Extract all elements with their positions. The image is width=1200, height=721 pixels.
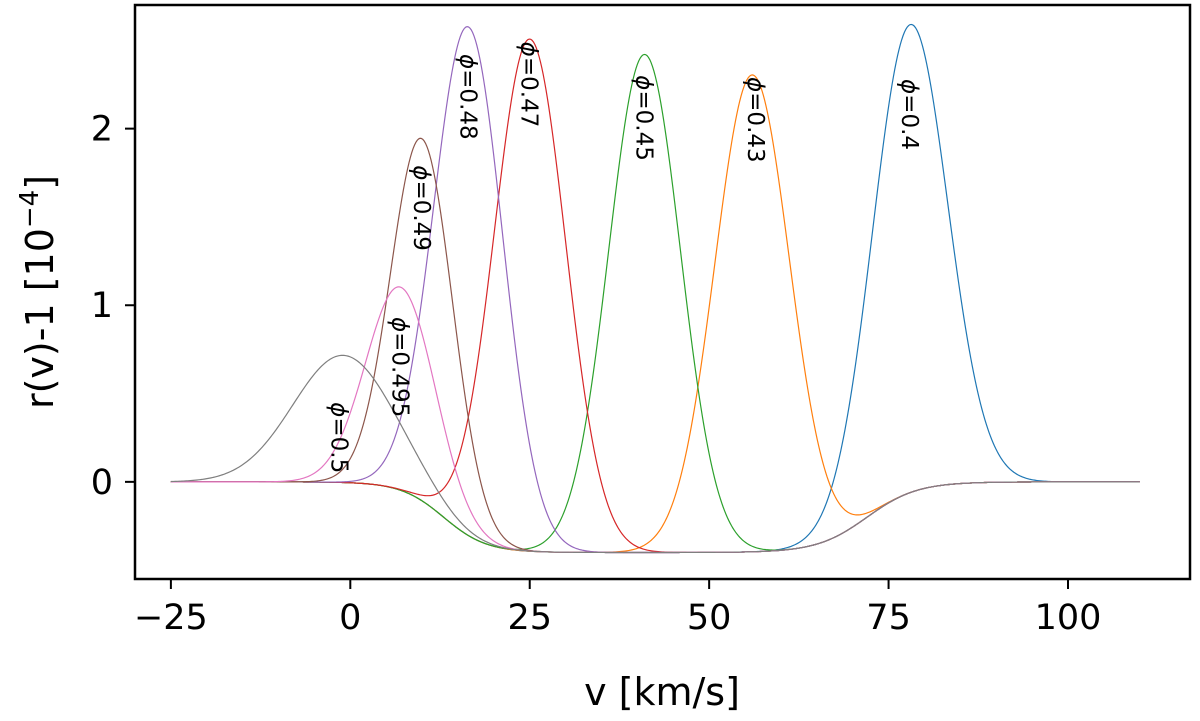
plot-frame [133,3,1192,581]
series-line-0-495 [170,286,1140,554]
x-axis-ticks: −25 0 25 50 75 100 [134,579,1101,638]
x-tick-label: −25 [134,598,208,638]
y-tick-label: 0 [91,463,113,503]
phase-annotation-text: ϕ=0.5 [326,402,352,473]
y-tick-label: 1 [91,286,113,326]
phase-value: =0.47 [516,57,542,127]
series-layer [170,23,1140,554]
y-axis-label-close: ] [18,175,62,190]
phase-annotation-text: ϕ=0.49 [408,165,434,251]
phase-annotation: ϕ=0.5 [326,402,352,473]
annotation-layer: ϕ=0.4ϕ=0.43ϕ=0.45ϕ=0.47ϕ=0.48ϕ=0.49ϕ=0.4… [326,42,923,474]
phase-symbol: ϕ [896,79,922,94]
phase-annotation: ϕ=0.43 [742,77,768,163]
x-axis-label: v [km/s] [584,670,740,714]
phase-annotation: ϕ=0.4 [896,79,922,150]
phase-value: =0.49 [408,180,434,250]
phase-symbol: ϕ [742,77,768,92]
y-axis-ticks: 0 1 2 [91,110,135,503]
series-line-0-49 [170,137,1140,554]
phase-annotation-text: ϕ=0.47 [516,42,542,128]
y-tick-label: 2 [91,110,113,150]
x-tick-label: 50 [687,598,732,638]
phase-annotation-text: ϕ=0.43 [742,77,768,163]
x-tick-label: 75 [866,598,911,638]
phase-value: =0.43 [742,92,768,162]
phase-annotation-text: ϕ=0.48 [455,54,481,140]
phase-value: =0.495 [387,332,413,417]
phase-annotation-text: ϕ=0.4 [896,79,922,150]
phase-symbol: ϕ [408,165,434,180]
series-line-0-5 [170,354,1140,554]
phase-annotation-text: ϕ=0.495 [387,317,413,417]
phase-value: =0.45 [631,90,657,160]
phase-symbol: ϕ [387,317,413,332]
phase-value: =0.48 [455,69,481,139]
phase-annotation: ϕ=0.495 [387,317,413,417]
phase-symbol: ϕ [631,75,657,90]
phase-annotation: ϕ=0.49 [408,165,434,251]
phase-annotation: ϕ=0.45 [631,75,657,161]
x-tick-label: 0 [339,598,361,638]
phase-value: =0.4 [896,94,922,150]
y-axis-label-group: r(v)-1 [10−4] [15,175,62,409]
phase-annotation: ϕ=0.48 [455,54,481,140]
y-axis-label-exponent: −4 [15,190,45,228]
y-axis-label: r(v)-1 [10−4] [15,175,62,409]
y-axis-label-text: r(v)-1 [10 [18,228,62,409]
phase-symbol: ϕ [455,54,481,69]
phase-value: =0.5 [326,417,352,473]
x-tick-label: 25 [507,598,552,638]
phase-symbol: ϕ [326,402,352,417]
phase-annotation-text: ϕ=0.45 [631,75,657,161]
phase-annotation: ϕ=0.47 [516,42,542,128]
phase-symbol: ϕ [516,42,542,57]
x-tick-label: 100 [1035,598,1102,638]
